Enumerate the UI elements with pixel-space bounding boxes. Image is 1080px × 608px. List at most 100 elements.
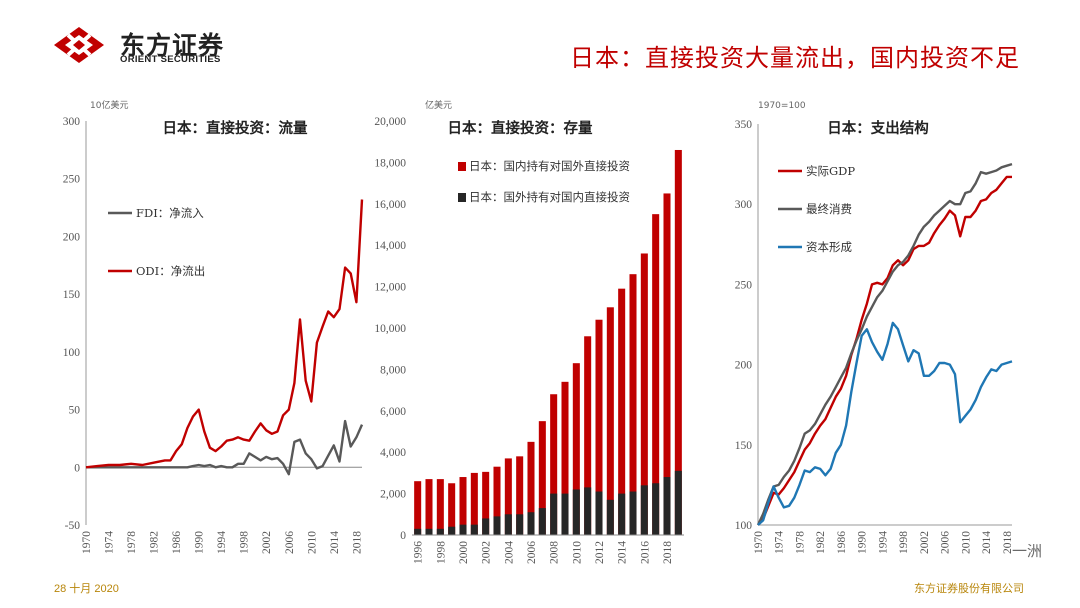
bar-inward-2007 — [538, 508, 546, 535]
bar-outward-2013 — [606, 307, 614, 535]
legend-label: 资本形成 — [806, 240, 852, 254]
chart-title: 日本：支出结构 — [827, 119, 929, 137]
logo-name-en: ORIENT SECURITIES — [120, 54, 221, 65]
y-tick-label: 200 — [63, 231, 81, 243]
bar-outward-2004 — [504, 458, 512, 535]
slide-title: 日本：直接投资大量流出，国内投资不足 — [570, 44, 1020, 72]
chart-direct-investment-stock: 日本：直接投资：存量 亿美元 0 2,000 4,000 6,000 8,000 10,000… — [374, 99, 684, 564]
bar-inward-1997 — [425, 528, 433, 535]
bar-outward-1997 — [425, 479, 433, 535]
x-tick-label: 2006 — [940, 531, 952, 554]
x-tick-label: 2014 — [981, 531, 993, 554]
x-tick-label: 1970 — [81, 531, 93, 554]
bar-inward-2002 — [482, 518, 490, 535]
y-tick-label: 2,000 — [380, 489, 406, 501]
bar-outward-2011 — [584, 336, 592, 535]
bar-outward-2009 — [561, 381, 569, 535]
x-tick-label: 1998 — [898, 531, 910, 554]
y-tick-label: 14,000 — [374, 240, 406, 252]
bar-outward-2003 — [493, 466, 501, 535]
y-tick-label: 18,000 — [374, 157, 406, 169]
x-tick-label: 2006 — [526, 541, 538, 564]
footer-date: 28 十月 2020 — [54, 583, 119, 595]
chart-fdi-odi-flow: 日本：直接投资：流量 10亿美元 -50 0 50 100 150 200 250 300 1970… — [63, 99, 364, 554]
y-tick-label: 250 — [63, 174, 81, 186]
bar-outward-2007 — [538, 421, 546, 535]
x-tick-label: 1982 — [815, 531, 827, 554]
bar-outward-2005 — [516, 456, 524, 535]
y-tick-label: 200 — [735, 360, 753, 372]
y-tick-label: 20,000 — [374, 116, 406, 128]
x-tick-label: 2002 — [481, 541, 493, 564]
bar-outward-2016 — [640, 253, 648, 536]
y-tick-label: 12,000 — [374, 282, 406, 294]
bar-inward-2014 — [618, 493, 626, 535]
y-tick-label: 0 — [400, 530, 406, 542]
x-tick-label: 2012 — [594, 541, 606, 564]
bar-outward-2002 — [482, 471, 490, 535]
x-tick-label: 2000 — [458, 541, 470, 564]
legend-label: 最终消费 — [806, 202, 852, 216]
series-line-0 — [757, 175, 1012, 526]
bar-outward-1996 — [414, 481, 422, 535]
y-tick-label: 350 — [735, 119, 753, 131]
bar-outward-2008 — [550, 394, 558, 535]
x-tick-label: 1998 — [435, 541, 447, 564]
x-tick-label: 1986 — [171, 531, 183, 554]
x-tick-label: 1994 — [216, 531, 228, 554]
legend-swatch — [458, 162, 466, 171]
logo-diamond-icon — [54, 27, 104, 63]
x-tick-label: 2010 — [960, 531, 972, 554]
bar-outward-1998 — [436, 479, 444, 535]
y-tick-label: 250 — [735, 279, 753, 291]
y-tick-label: -50 — [65, 520, 81, 532]
bar-inward-2006 — [527, 512, 535, 535]
x-tick-label: 2016 — [639, 541, 651, 564]
series-line-1 — [85, 199, 364, 469]
y-tick-label: 150 — [735, 440, 753, 452]
x-tick-label: 2006 — [284, 531, 296, 554]
bar-inward-2000 — [459, 524, 467, 535]
bar-outward-2012 — [595, 319, 603, 535]
logo-name-cn: 东方证券 — [120, 31, 225, 60]
chart-title: 日本：直接投资：存量 — [448, 119, 593, 137]
bar-inward-2018 — [663, 477, 671, 535]
y-tick-label: 6,000 — [380, 406, 406, 418]
bar-inward-2001 — [470, 524, 478, 535]
y-tick-label: 100 — [735, 520, 753, 532]
x-tick-label: 1978 — [794, 531, 806, 554]
bar-inward-2012 — [595, 491, 603, 535]
chart-unit-label: 1970=100 — [758, 101, 806, 111]
bar-inward-2011 — [584, 487, 592, 535]
chart-title: 日本：直接投资：流量 — [163, 119, 308, 137]
bar-outward-2001 — [470, 472, 478, 535]
wechat-watermark: 一洲 — [1011, 542, 1042, 560]
series-line-2 — [757, 321, 1013, 526]
bar-inward-1996 — [414, 528, 422, 535]
y-tick-label: 10,000 — [374, 323, 406, 335]
x-tick-label: 2014 — [329, 531, 341, 554]
x-tick-label: 1996 — [413, 541, 425, 564]
bar-inward-2008 — [550, 493, 558, 535]
y-tick-label: 4,000 — [380, 447, 406, 459]
chart-unit-label: 10亿美元 — [90, 99, 128, 111]
x-tick-label: 1974 — [104, 531, 116, 554]
bar-inward-2010 — [572, 489, 580, 535]
x-tick-label: 2018 — [1002, 531, 1014, 554]
y-tick-label: 300 — [735, 199, 753, 211]
legend-label: 日本：国内持有对国外直接投资 — [469, 159, 630, 173]
bar-outward-2014 — [618, 288, 626, 535]
x-tick-label: 2002 — [919, 531, 931, 554]
y-tick-label: 100 — [63, 347, 81, 359]
x-tick-label: 1970 — [753, 531, 765, 554]
bar-inward-2005 — [516, 514, 524, 535]
bar-outward-1999 — [448, 483, 456, 535]
bar-inward-2004 — [504, 514, 512, 535]
bar-outward-2018 — [663, 193, 671, 535]
x-tick-label: 2014 — [617, 541, 629, 564]
y-tick-label: 0 — [74, 462, 80, 474]
x-tick-label: 1986 — [836, 531, 848, 554]
bar-outward-2019 — [674, 149, 682, 536]
chart-unit-label: 亿美元 — [425, 99, 452, 111]
bar-outward-2015 — [629, 274, 637, 535]
